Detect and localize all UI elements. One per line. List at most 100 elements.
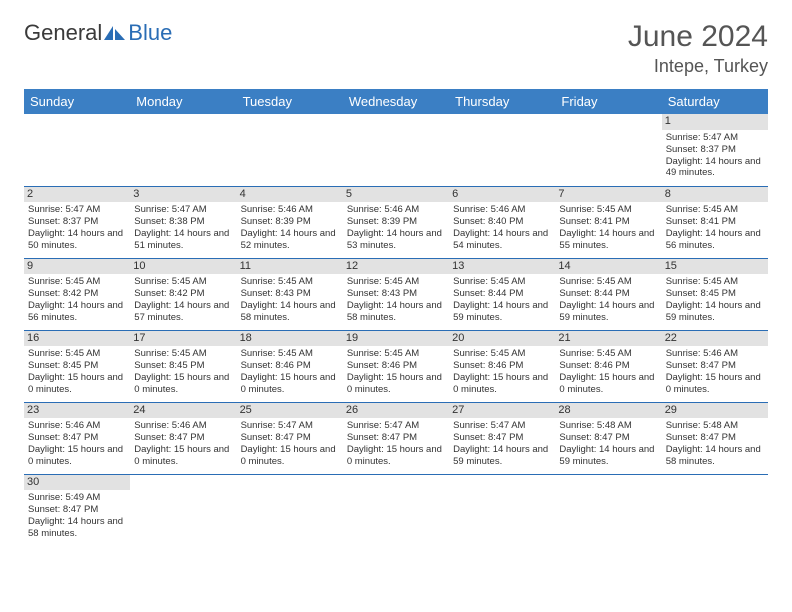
calendar-table: SundayMondayTuesdayWednesdayThursdayFrid…	[24, 89, 768, 546]
logo-sail-icon	[104, 26, 126, 40]
calendar-cell: 23Sunrise: 5:46 AMSunset: 8:47 PMDayligh…	[24, 402, 130, 474]
day-info: Sunrise: 5:47 AMSunset: 8:38 PMDaylight:…	[134, 204, 232, 252]
calendar-cell: 28Sunrise: 5:48 AMSunset: 8:47 PMDayligh…	[555, 402, 661, 474]
day-number: 18	[237, 331, 343, 347]
day-info: Sunrise: 5:45 AMSunset: 8:43 PMDaylight:…	[241, 276, 339, 324]
day-number: 17	[130, 331, 236, 347]
header: General Blue June 2024 Intepe, Turkey	[24, 20, 768, 77]
day-info: Sunrise: 5:45 AMSunset: 8:46 PMDaylight:…	[453, 348, 551, 396]
day-number: 21	[555, 331, 661, 347]
weekday-header: Tuesday	[237, 89, 343, 114]
calendar-cell: 7Sunrise: 5:45 AMSunset: 8:41 PMDaylight…	[555, 186, 661, 258]
calendar-cell: 8Sunrise: 5:45 AMSunset: 8:41 PMDaylight…	[662, 186, 768, 258]
logo: General Blue	[24, 20, 172, 46]
calendar-cell: 19Sunrise: 5:45 AMSunset: 8:46 PMDayligh…	[343, 330, 449, 402]
calendar-cell-empty	[237, 474, 343, 546]
calendar-cell-empty	[343, 114, 449, 186]
calendar-row: 9Sunrise: 5:45 AMSunset: 8:42 PMDaylight…	[24, 258, 768, 330]
weekday-header: Monday	[130, 89, 236, 114]
location: Intepe, Turkey	[628, 56, 768, 77]
calendar-cell: 21Sunrise: 5:45 AMSunset: 8:46 PMDayligh…	[555, 330, 661, 402]
day-number: 5	[343, 187, 449, 203]
day-info: Sunrise: 5:48 AMSunset: 8:47 PMDaylight:…	[559, 420, 657, 468]
day-info: Sunrise: 5:45 AMSunset: 8:46 PMDaylight:…	[241, 348, 339, 396]
calendar-cell: 24Sunrise: 5:46 AMSunset: 8:47 PMDayligh…	[130, 402, 236, 474]
calendar-cell-empty	[343, 474, 449, 546]
day-info: Sunrise: 5:48 AMSunset: 8:47 PMDaylight:…	[666, 420, 764, 468]
day-info: Sunrise: 5:47 AMSunset: 8:37 PMDaylight:…	[28, 204, 126, 252]
calendar-cell-empty	[237, 114, 343, 186]
day-number: 24	[130, 403, 236, 419]
calendar-cell: 14Sunrise: 5:45 AMSunset: 8:44 PMDayligh…	[555, 258, 661, 330]
day-number: 19	[343, 331, 449, 347]
day-number: 30	[24, 475, 130, 491]
calendar-cell: 1 Sunrise: 5:47 AMSunset: 8:37 PMDaylight…	[662, 114, 768, 186]
day-info: Sunrise: 5:45 AMSunset: 8:46 PMDaylight:…	[559, 348, 657, 396]
calendar-cell-empty	[555, 474, 661, 546]
calendar-cell-empty	[662, 474, 768, 546]
day-info: Sunrise: 5:47 AMSunset: 8:37 PMDaylight:…	[666, 132, 764, 180]
calendar-cell-empty	[555, 114, 661, 186]
calendar-cell: 10Sunrise: 5:45 AMSunset: 8:42 PMDayligh…	[130, 258, 236, 330]
calendar-cell: 27Sunrise: 5:47 AMSunset: 8:47 PMDayligh…	[449, 402, 555, 474]
weekday-header: Sunday	[24, 89, 130, 114]
calendar-cell-empty	[130, 474, 236, 546]
calendar-cell-empty	[130, 114, 236, 186]
calendar-row: 16Sunrise: 5:45 AMSunset: 8:45 PMDayligh…	[24, 330, 768, 402]
day-info: Sunrise: 5:45 AMSunset: 8:41 PMDaylight:…	[559, 204, 657, 252]
day-number: 15	[662, 259, 768, 275]
day-info: Sunrise: 5:45 AMSunset: 8:43 PMDaylight:…	[347, 276, 445, 324]
day-info: Sunrise: 5:46 AMSunset: 8:47 PMDaylight:…	[666, 348, 764, 396]
calendar-row: 30Sunrise: 5:49 AMSunset: 8:47 PMDayligh…	[24, 474, 768, 546]
day-number: 16	[24, 331, 130, 347]
calendar-cell: 20Sunrise: 5:45 AMSunset: 8:46 PMDayligh…	[449, 330, 555, 402]
month-title: June 2024	[628, 20, 768, 54]
day-info: Sunrise: 5:46 AMSunset: 8:47 PMDaylight:…	[28, 420, 126, 468]
day-number: 25	[237, 403, 343, 419]
day-number: 23	[24, 403, 130, 419]
weekday-header-row: SundayMondayTuesdayWednesdayThursdayFrid…	[24, 89, 768, 114]
day-number: 11	[237, 259, 343, 275]
calendar-cell: 25Sunrise: 5:47 AMSunset: 8:47 PMDayligh…	[237, 402, 343, 474]
weekday-header: Wednesday	[343, 89, 449, 114]
day-number: 6	[449, 187, 555, 203]
calendar-body: 1 Sunrise: 5:47 AMSunset: 8:37 PMDaylight…	[24, 114, 768, 546]
day-number: 28	[555, 403, 661, 419]
calendar-cell: 2Sunrise: 5:47 AMSunset: 8:37 PMDaylight…	[24, 186, 130, 258]
weekday-header: Saturday	[662, 89, 768, 114]
logo-text-general: General	[24, 20, 102, 46]
day-info: Sunrise: 5:49 AMSunset: 8:47 PMDaylight:…	[28, 492, 126, 540]
day-number: 12	[343, 259, 449, 275]
day-number: 7	[555, 187, 661, 203]
day-info: Sunrise: 5:45 AMSunset: 8:46 PMDaylight:…	[347, 348, 445, 396]
day-info: Sunrise: 5:45 AMSunset: 8:45 PMDaylight:…	[666, 276, 764, 324]
day-number: 13	[449, 259, 555, 275]
calendar-cell: 11Sunrise: 5:45 AMSunset: 8:43 PMDayligh…	[237, 258, 343, 330]
day-number: 27	[449, 403, 555, 419]
day-number: 1	[662, 114, 768, 130]
day-number: 4	[237, 187, 343, 203]
calendar-cell-empty	[24, 114, 130, 186]
day-number: 26	[343, 403, 449, 419]
day-info: Sunrise: 5:46 AMSunset: 8:39 PMDaylight:…	[241, 204, 339, 252]
day-number: 10	[130, 259, 236, 275]
calendar-cell: 22Sunrise: 5:46 AMSunset: 8:47 PMDayligh…	[662, 330, 768, 402]
calendar-cell: 29Sunrise: 5:48 AMSunset: 8:47 PMDayligh…	[662, 402, 768, 474]
day-info: Sunrise: 5:45 AMSunset: 8:45 PMDaylight:…	[134, 348, 232, 396]
day-info: Sunrise: 5:45 AMSunset: 8:42 PMDaylight:…	[28, 276, 126, 324]
calendar-cell: 5Sunrise: 5:46 AMSunset: 8:39 PMDaylight…	[343, 186, 449, 258]
day-number: 8	[662, 187, 768, 203]
calendar-cell: 16Sunrise: 5:45 AMSunset: 8:45 PMDayligh…	[24, 330, 130, 402]
calendar-cell: 4Sunrise: 5:46 AMSunset: 8:39 PMDaylight…	[237, 186, 343, 258]
day-number: 3	[130, 187, 236, 203]
day-number: 9	[24, 259, 130, 275]
title-block: June 2024 Intepe, Turkey	[628, 20, 768, 77]
calendar-row: 1 Sunrise: 5:47 AMSunset: 8:37 PMDaylight…	[24, 114, 768, 186]
day-info: Sunrise: 5:45 AMSunset: 8:44 PMDaylight:…	[559, 276, 657, 324]
calendar-cell-empty	[449, 474, 555, 546]
day-info: Sunrise: 5:45 AMSunset: 8:41 PMDaylight:…	[666, 204, 764, 252]
calendar-cell: 30Sunrise: 5:49 AMSunset: 8:47 PMDayligh…	[24, 474, 130, 546]
calendar-cell: 6Sunrise: 5:46 AMSunset: 8:40 PMDaylight…	[449, 186, 555, 258]
calendar-cell: 17Sunrise: 5:45 AMSunset: 8:45 PMDayligh…	[130, 330, 236, 402]
day-number: 20	[449, 331, 555, 347]
